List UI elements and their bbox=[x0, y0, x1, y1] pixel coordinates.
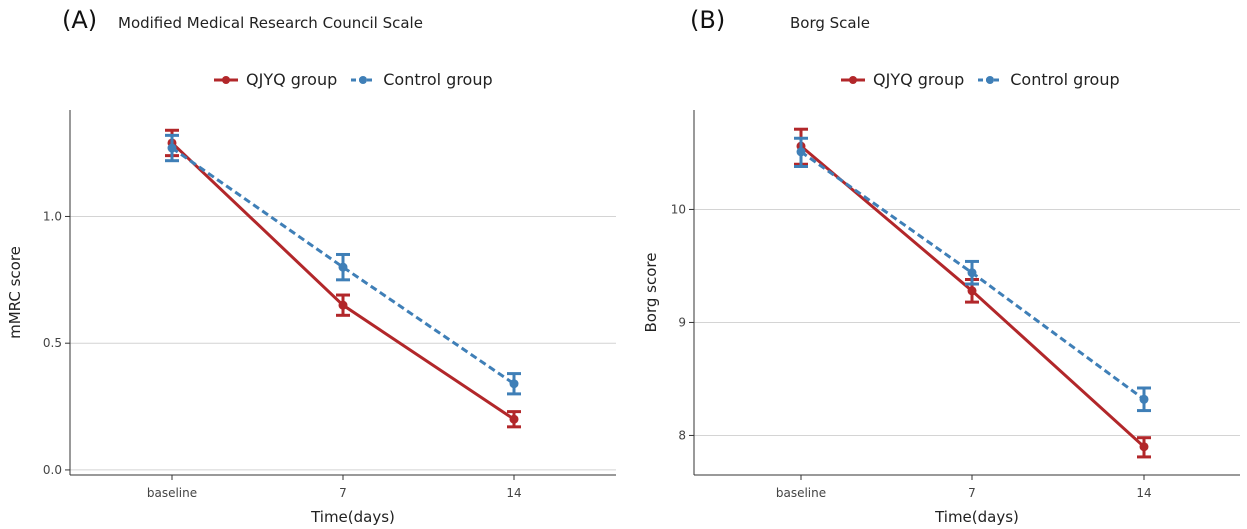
x-axis-label: Time(days) bbox=[934, 508, 1019, 526]
x-tick-label: baseline bbox=[776, 486, 826, 500]
y-axis-label: mMRC score bbox=[6, 246, 24, 339]
y-tick-label: 10 bbox=[671, 202, 686, 216]
x-tick-label: 14 bbox=[1136, 486, 1151, 500]
series-line-control bbox=[171, 146, 515, 385]
x-tick-label: 7 bbox=[968, 486, 976, 500]
legend-item-control: Control group bbox=[351, 70, 493, 89]
y-tick-label: 0.0 bbox=[43, 463, 62, 477]
chart-title: Borg Scale bbox=[790, 14, 871, 32]
legend-label: QJYQ group bbox=[246, 70, 338, 89]
legend-label: Control group bbox=[1010, 70, 1120, 89]
x-tick-label: baseline bbox=[147, 486, 197, 500]
legend-key-qjyq bbox=[841, 75, 865, 84]
data-point bbox=[796, 147, 806, 157]
data-point bbox=[1139, 394, 1149, 404]
chart-panel-b: (B) Borg Scale QJYQ group Control group … bbox=[624, 0, 1247, 529]
x-tick-label: 14 bbox=[506, 486, 521, 500]
data-point bbox=[509, 414, 519, 424]
legend-label: Control group bbox=[383, 70, 493, 89]
y-axis-label: Borg score bbox=[642, 253, 660, 333]
legend-key-control bbox=[351, 75, 376, 84]
legend: QJYQ group Control group bbox=[841, 70, 1134, 89]
panel-label: (A) bbox=[62, 6, 98, 34]
panel-label: (B) bbox=[690, 6, 726, 34]
legend-key-qjyq bbox=[214, 75, 238, 84]
chart-title: Modified Medical Research Council Scale bbox=[118, 14, 423, 32]
data-point bbox=[1139, 442, 1149, 452]
data-point bbox=[338, 262, 348, 272]
legend-item-qjyq: QJYQ group bbox=[214, 70, 337, 89]
x-tick-label: 7 bbox=[339, 486, 347, 500]
y-tick-label: 8 bbox=[678, 428, 686, 442]
data-point bbox=[967, 268, 977, 278]
data-point bbox=[967, 286, 977, 296]
legend-label: QJYQ group bbox=[873, 70, 965, 89]
legend-item-control: Control group bbox=[978, 70, 1120, 89]
y-tick-label: 0.5 bbox=[43, 336, 62, 350]
legend: QJYQ group Control group bbox=[214, 70, 507, 89]
y-tick-label: 9 bbox=[678, 315, 686, 329]
data-point bbox=[167, 143, 177, 153]
y-tick-label: 1.0 bbox=[43, 209, 62, 223]
x-axis-label: Time(days) bbox=[310, 508, 395, 526]
legend-item-qjyq: QJYQ group bbox=[841, 70, 964, 89]
data-point bbox=[338, 300, 348, 310]
chart-plot-area: 8 9 10 baseline 7 14 Time(days) Borg score bbox=[642, 110, 1240, 526]
legend-key-control bbox=[978, 75, 1003, 84]
chart-panel-a: (A) Modified Medical Research Council Sc… bbox=[6, 6, 616, 526]
chart-plot-area: 0.0 0.5 1.0 baseline 7 14 Time(days) mMRC score bbox=[6, 110, 616, 526]
data-point bbox=[509, 379, 519, 389]
